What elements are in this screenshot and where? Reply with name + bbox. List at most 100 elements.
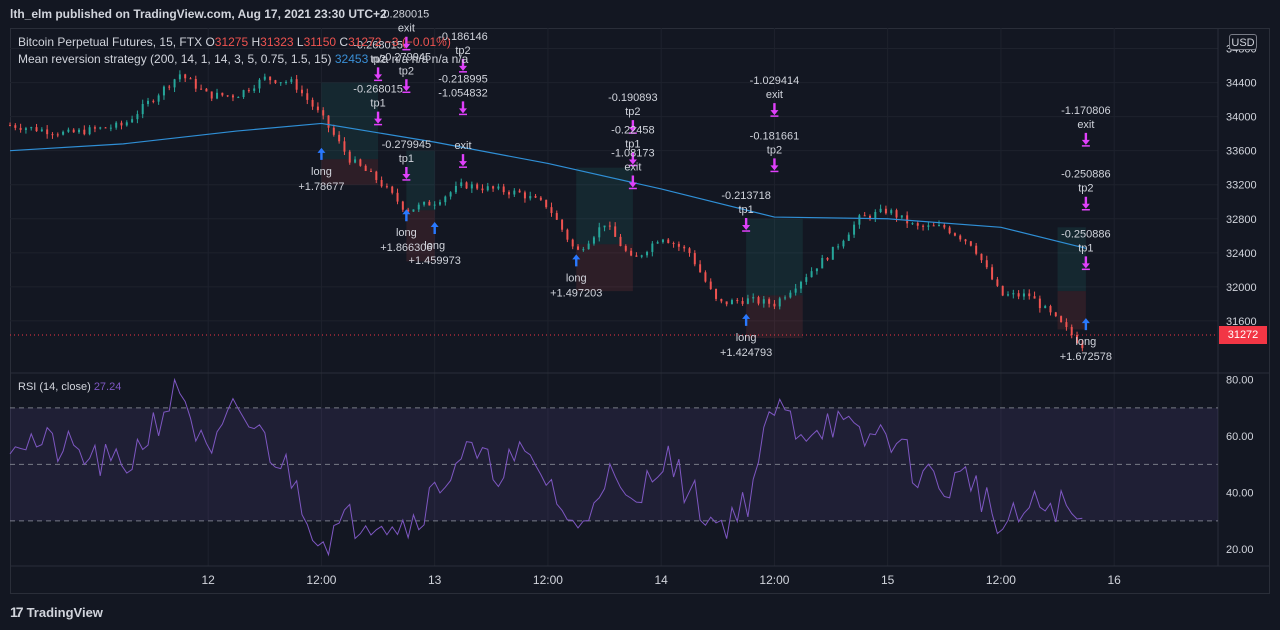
candle-body — [863, 215, 866, 217]
candle-body — [1007, 294, 1010, 296]
exit-arrow-icon — [628, 120, 637, 133]
candle-body — [635, 255, 638, 257]
currency-button[interactable]: USD — [1229, 34, 1257, 50]
rsi-label[interactable]: RSI (14, close) — [18, 381, 91, 393]
candle-body — [51, 134, 54, 136]
time-axis-label: 12:00 — [759, 573, 789, 587]
candle-body — [306, 93, 309, 100]
candle-body — [269, 76, 272, 81]
candle-body — [9, 125, 11, 127]
candle-body — [152, 100, 155, 102]
candle-body — [290, 79, 293, 82]
exit-label: tp2 — [370, 53, 385, 65]
stop-loss-zone — [1057, 291, 1086, 330]
candle-body — [810, 271, 813, 278]
price-axis-label: 34000 — [1226, 112, 1257, 124]
candle-body — [959, 235, 962, 240]
long-entry-arrow-icon — [430, 221, 439, 234]
exit-arrow-icon — [402, 79, 411, 92]
candle-body — [120, 122, 123, 126]
exit-label: tp1 — [399, 153, 414, 165]
exit-label: tp2 — [455, 45, 470, 57]
candle-body — [730, 300, 733, 305]
exit-label: -0.279945 — [382, 139, 432, 151]
exit-label: tp1 — [370, 98, 385, 110]
time-axis-label: 14 — [655, 573, 669, 587]
exit-label: -0.22458 — [611, 124, 654, 136]
strategy-name[interactable]: Mean reversion strategy (200, 14, 1, 14,… — [18, 52, 332, 66]
candle-body — [465, 182, 468, 189]
candle-body — [789, 292, 792, 298]
candle-body — [561, 219, 564, 230]
exit-label: -1.029414 — [750, 75, 800, 87]
candle-body — [502, 186, 505, 193]
strategy-na-values: n/a n/a n/a n/a n/a — [371, 52, 469, 66]
tradingview-logo-icon: 17 — [10, 604, 24, 620]
candle-body — [460, 182, 463, 187]
candle-body — [481, 188, 484, 191]
tradingview-brand: TradingView — [26, 604, 103, 620]
rsi-axis-label: 20.00 — [1226, 544, 1254, 556]
entry-label: long — [396, 227, 417, 239]
candle-body — [444, 196, 447, 203]
candle-body — [932, 225, 935, 227]
candle-body — [805, 277, 808, 282]
candle-body — [545, 199, 548, 208]
candle-body — [115, 122, 118, 128]
candle-body — [688, 248, 691, 254]
high-value: 31323 — [260, 35, 294, 49]
exit-label: -0.218995 — [438, 73, 488, 85]
exit-arrow-icon — [459, 101, 467, 114]
candle-body — [879, 208, 882, 212]
entry-label: long — [1075, 336, 1096, 348]
candle-body — [640, 255, 643, 257]
candle-body — [975, 245, 978, 254]
long-entry-arrow-icon — [572, 254, 581, 267]
last-price-badge: 31272 — [1219, 326, 1267, 344]
entry-label: long — [424, 240, 445, 252]
take-profit-zone — [1057, 227, 1086, 292]
price-axis-label: 32800 — [1226, 214, 1257, 226]
candle-body — [380, 179, 383, 187]
candle-body — [847, 234, 850, 241]
symbol-name[interactable]: Bitcoin Perpetual Futures, 15, FTX — [18, 35, 203, 49]
publish-info: lth_elm published on TradingView.com, Au… — [10, 7, 387, 21]
candle-body — [332, 127, 335, 135]
exit-arrow-icon — [1081, 196, 1090, 209]
candle-body — [991, 267, 994, 280]
candle-body — [449, 192, 452, 197]
rsi-line — [9, 377, 1083, 557]
tradingview-footer[interactable]: 17 TradingView — [10, 602, 103, 622]
candle-body — [486, 186, 489, 191]
exit-arrow-icon — [628, 175, 637, 188]
candle-body — [741, 300, 744, 304]
time-axis-label: 13 — [428, 573, 442, 587]
price-axis-label: 32400 — [1226, 248, 1257, 260]
candle-body — [969, 241, 972, 246]
exit-label: -0.268015 — [353, 84, 403, 96]
candle-body — [826, 257, 829, 260]
candle-body — [831, 246, 834, 260]
candle-body — [773, 303, 776, 307]
candle-body — [131, 119, 134, 123]
candle-body — [1017, 293, 1020, 297]
entry-label: long — [566, 272, 587, 284]
candle-body — [980, 253, 983, 261]
candle-body — [1038, 298, 1041, 309]
entry-label: long — [311, 166, 332, 178]
candle-body — [428, 201, 431, 206]
candle-body — [237, 97, 240, 99]
candle-body — [476, 184, 479, 189]
low-label: L — [296, 35, 304, 49]
exit-label: -0.279945 — [382, 51, 432, 63]
candle-body — [746, 298, 749, 304]
candle-body — [725, 301, 728, 305]
candle-body — [582, 249, 585, 251]
candle-body — [619, 236, 622, 247]
exit-arrow-icon — [1081, 256, 1090, 269]
candle-body — [693, 253, 696, 265]
candle-body — [141, 103, 144, 115]
candle-body — [677, 243, 680, 247]
entry-label: +1.672578 — [1060, 351, 1112, 363]
